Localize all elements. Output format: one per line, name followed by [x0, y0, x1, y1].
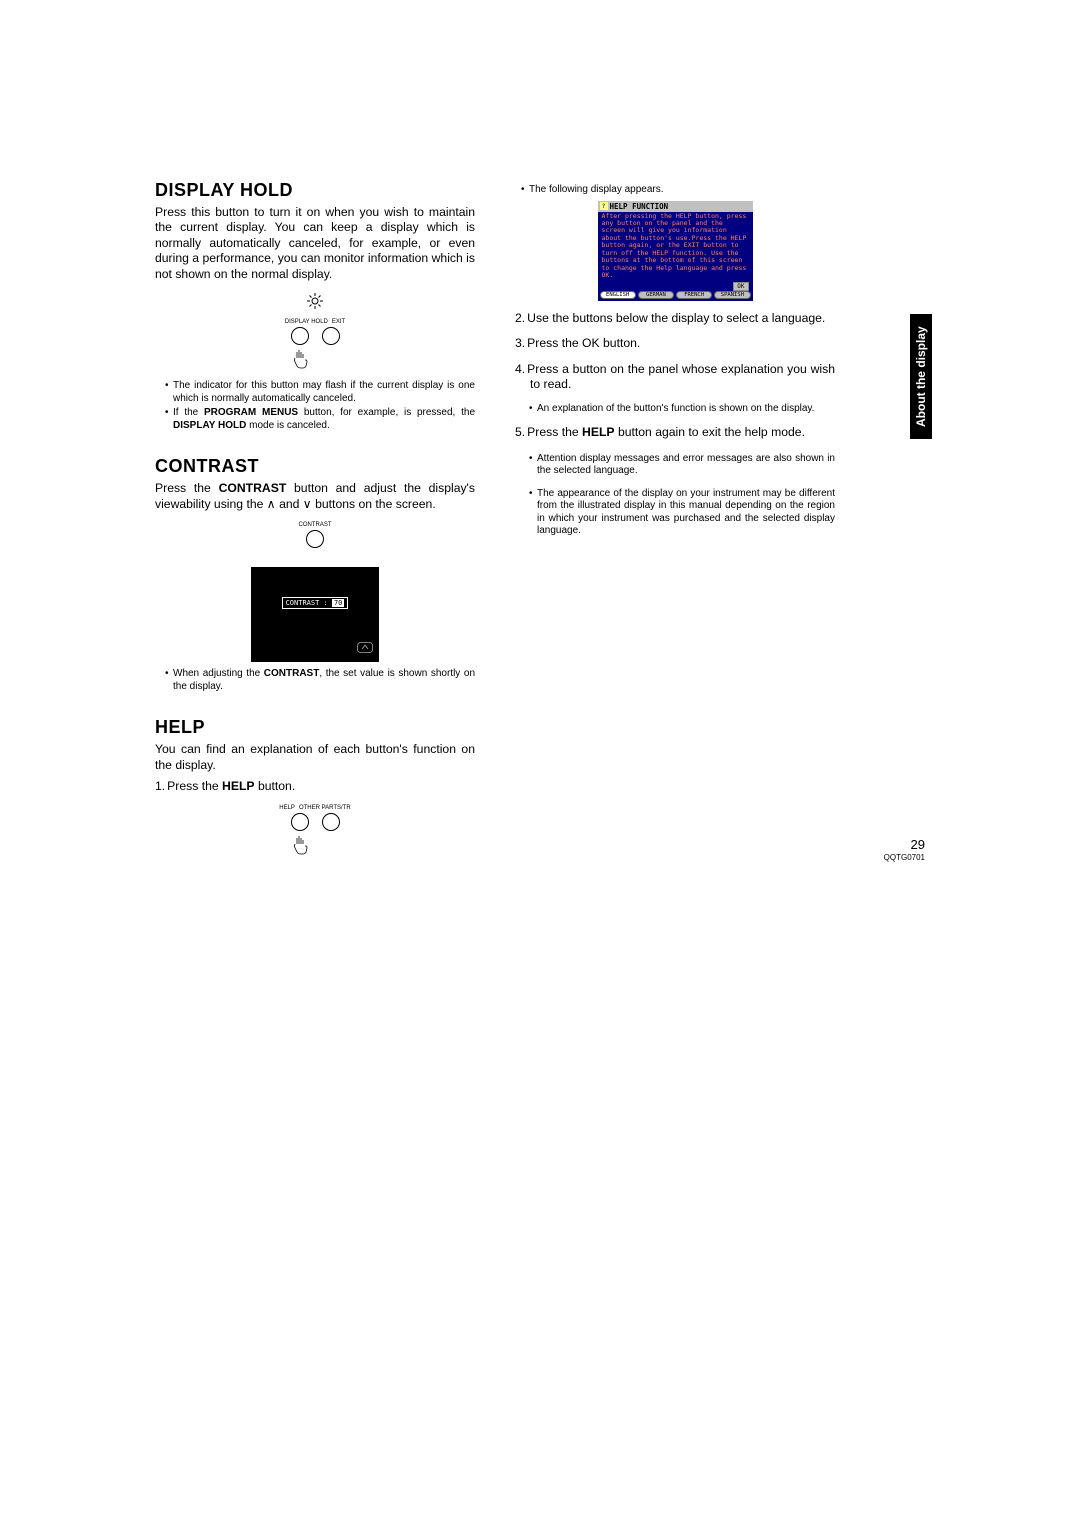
- help-ok-row: OK: [598, 282, 753, 291]
- help-function-screen: ? HELP FUNCTION After pressing the HELP …: [598, 201, 753, 301]
- display-hold-button-icon: [291, 327, 309, 345]
- press-hand-icon: [290, 834, 310, 858]
- page-footer: 29 QQTG0701: [884, 837, 925, 862]
- note-item: If the PROGRAM MENUS button, for example…: [165, 407, 475, 432]
- display-hold-diagram: DISPLAY HOLD EXIT: [155, 292, 475, 372]
- display-hold-paragraph: Press this button to turn it on when you…: [155, 205, 475, 282]
- help-screen-title: HELP FUNCTION: [610, 202, 669, 211]
- label-help: HELP: [279, 805, 295, 811]
- help-title-bar: ? HELP FUNCTION: [598, 201, 753, 212]
- document-id: QQTG0701: [884, 853, 925, 862]
- right-column: The following display appears. ? HELP FU…: [515, 180, 835, 866]
- help-language-row: ENGLISH GERMAN FRENCH SPANISH: [598, 291, 753, 301]
- note-item: The appearance of the display on your in…: [529, 488, 835, 538]
- step4-note: An explanation of the button's function …: [515, 403, 835, 416]
- updown-icon: [357, 640, 373, 658]
- note-item: The indicator for this button may flash …: [165, 380, 475, 405]
- help-screen-body: After pressing the HELP button, press an…: [598, 212, 753, 282]
- help-step-1: 1.Press the HELP button.: [155, 779, 475, 794]
- section-tab: About the display: [910, 314, 932, 439]
- lang-german: GERMAN: [638, 291, 674, 299]
- lang-spanish: SPANISH: [714, 291, 750, 299]
- help-step-5: 5.Press the HELP button again to exit th…: [515, 425, 835, 440]
- lang-english: ENGLISH: [600, 291, 636, 299]
- note-item: Attention display messages and error mes…: [529, 453, 835, 478]
- contrast-notes: When adjusting the CONTRAST, the set val…: [155, 668, 475, 693]
- note-item: The following display appears.: [521, 184, 835, 197]
- help-ok-button: OK: [733, 282, 748, 291]
- contrast-paragraph: Press the CONTRAST button and adjust the…: [155, 481, 475, 512]
- help-step-2: 2.Use the buttons below the display to s…: [515, 311, 835, 326]
- final-notes: Attention display messages and error mes…: [515, 453, 835, 538]
- contrast-button-diagram: CONTRAST: [155, 522, 475, 553]
- label-display-hold: DISPLAY HOLD: [285, 319, 328, 325]
- display-appears-note: The following display appears.: [515, 184, 835, 197]
- note-item: When adjusting the CONTRAST, the set val…: [165, 668, 475, 693]
- help-step-4: 4.Press a button on the panel whose expl…: [515, 362, 835, 393]
- contrast-screen: CONTRAST : 70: [251, 567, 379, 662]
- button-with-hand: [290, 327, 310, 372]
- display-hold-notes: The indicator for this button may flash …: [155, 380, 475, 432]
- note-item: An explanation of the button's function …: [529, 403, 835, 416]
- other-parts-button-icon: [322, 813, 340, 831]
- contrast-button-icon: [306, 530, 324, 548]
- brightness-icon: [155, 292, 475, 315]
- two-column-layout: DISPLAY HOLD Press this button to turn i…: [155, 180, 930, 866]
- contrast-value-box: CONTRAST : 70: [282, 597, 349, 609]
- manual-page: About the display DISPLAY HOLD Press thi…: [0, 0, 1080, 916]
- page-number: 29: [911, 837, 925, 852]
- question-icon: ?: [600, 202, 608, 210]
- button-labels: HELP OTHER PARTS/TR: [155, 805, 475, 811]
- lang-french: FRENCH: [676, 291, 712, 299]
- help-step-3: 3.Press the OK button.: [515, 336, 835, 351]
- button-with-hand: [290, 813, 310, 858]
- label-exit: EXIT: [332, 319, 345, 325]
- contrast-value: 70: [332, 599, 344, 607]
- press-hand-icon: [290, 348, 310, 372]
- heading-contrast: CONTRAST: [155, 456, 475, 477]
- exit-button-icon: [322, 327, 340, 345]
- help-button-diagram: HELP OTHER PARTS/TR: [155, 805, 475, 858]
- label-other-parts: OTHER PARTS/TR: [299, 805, 351, 811]
- left-column: DISPLAY HOLD Press this button to turn i…: [155, 180, 475, 866]
- contrast-button-label: CONTRAST: [155, 522, 475, 528]
- heading-display-hold: DISPLAY HOLD: [155, 180, 475, 201]
- button-labels: DISPLAY HOLD EXIT: [155, 319, 475, 325]
- help-button-icon: [291, 813, 309, 831]
- heading-help: HELP: [155, 717, 475, 738]
- help-paragraph: You can find an explanation of each butt…: [155, 742, 475, 773]
